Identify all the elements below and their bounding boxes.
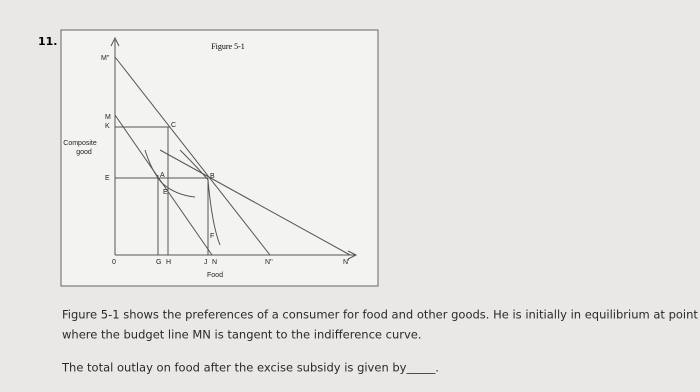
- x-label: J: [204, 259, 208, 266]
- point-label: F: [210, 233, 214, 240]
- indifference-curve-1: [144, 149, 196, 198]
- x-label: N'': [265, 259, 273, 266]
- point-label: A: [160, 172, 165, 179]
- figure-title: Figure 5-1: [211, 42, 245, 51]
- x-arrow: [347, 250, 358, 260]
- point-label: E: [163, 189, 168, 196]
- budget-line-m2n2: [114, 56, 271, 256]
- x-label: H: [166, 259, 171, 266]
- question-prompt: The total outlay on food after the excis…: [61, 361, 439, 375]
- y-title: good: [76, 149, 92, 156]
- figure-frame: [60, 29, 379, 287]
- x-label: N: [212, 259, 217, 266]
- x-label: G: [156, 259, 161, 266]
- question-text: Figure 5-1 shows the preferences of a co…: [62, 308, 700, 322]
- y-arrow: [110, 36, 120, 47]
- y-title: Composite: [63, 140, 97, 147]
- indifference-curve-2: [179, 149, 221, 246]
- x-label: 0: [112, 259, 116, 266]
- budget-line-n1: [159, 149, 351, 256]
- point-label: B: [210, 173, 215, 180]
- x-title: Food: [207, 272, 223, 279]
- x-label: N': [343, 259, 349, 266]
- y-label: E: [105, 175, 110, 182]
- point-label: C: [171, 122, 176, 129]
- y-label: K: [105, 123, 110, 130]
- budget-line-mn: [114, 114, 213, 256]
- y-label: M: [105, 114, 111, 121]
- question-text: where the budget line MN is tangent to t…: [62, 328, 422, 342]
- y-label: M'': [101, 55, 110, 62]
- question-number: 11.: [38, 35, 58, 48]
